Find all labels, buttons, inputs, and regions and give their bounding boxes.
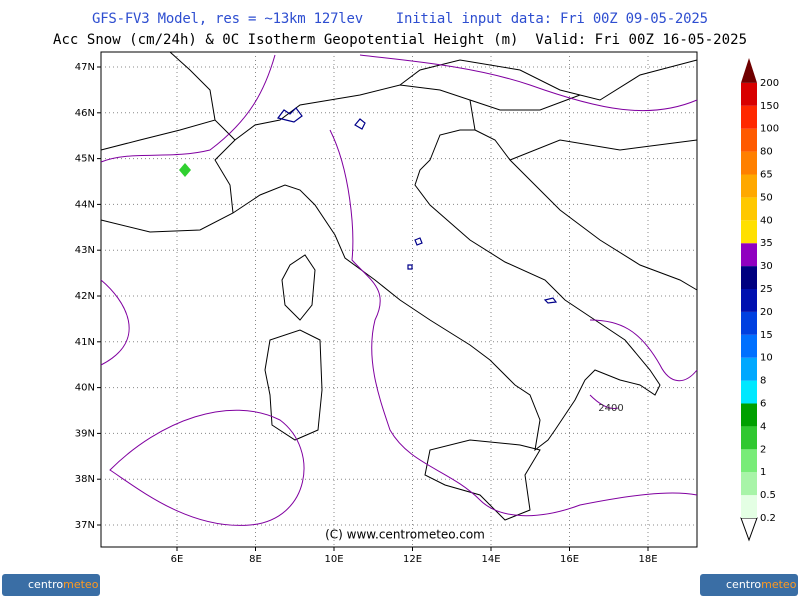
lat-label: 44N [75,199,95,210]
logo-box [2,574,100,596]
legend-label: 0.5 [760,490,776,501]
snow-spot [179,163,191,177]
legend-label: 20 [760,307,773,318]
legend-label: 50 [760,192,773,203]
legend-swatch [741,426,757,450]
legend-swatch [741,266,757,289]
isotherm [329,129,698,517]
title: GFS-FV3 Model, res = ~13km 127lev Initia… [92,11,708,27]
island [424,439,541,521]
isotherm [109,409,305,526]
legend-swatch [741,357,757,381]
legend-label: 200 [760,78,779,89]
legend-swatch [741,472,757,496]
lat-label: 41N [75,337,95,348]
legend-label: 80 [760,147,773,158]
legend-label: 6 [760,399,766,410]
isotherm [100,54,276,163]
lat-label: 40N [75,383,95,394]
lon-label: 12E [403,554,422,565]
logo-text: centrometeo [28,578,99,591]
isotherm [359,54,698,112]
border [214,84,476,214]
legend-swatch [741,243,757,267]
legend-label: 65 [760,170,773,181]
legend-swatch [741,82,757,106]
legend-swatch [741,495,757,518]
legend-swatch [741,220,757,244]
legend-label: 40 [760,215,773,226]
legend-label: 0.2 [760,513,776,524]
color-legend: 0.2 0.5 1 2 4 6 8 10 15 20 25 30 35 40 50 65 80 100 150 200 [740,58,779,542]
coastline [474,129,698,291]
legend-swatch [741,174,757,198]
lon-label: 16E [560,554,579,565]
isotherm [589,394,619,409]
island [264,329,323,441]
legend-swatch [741,197,757,221]
coastline [100,129,661,452]
isotherm [589,319,698,382]
logo-text: centrometeo [726,578,797,591]
lat-label: 47N [75,62,95,73]
legend-swatch [741,449,757,473]
logo-box [700,574,798,596]
lat-label: 43N [75,245,95,256]
logo-part: centro [726,578,761,591]
border [100,51,698,161]
copyright: (C) www.centrometeo.com [325,528,485,542]
contour-label: 2400 [598,403,623,414]
legend-label: 1 [760,467,766,478]
legend-cap [741,58,757,83]
legend-label: 2 [760,444,766,455]
legend-label: 8 [760,376,766,387]
legend-swatch [741,289,757,312]
logo-part: meteo [63,578,99,591]
lon-label: 8E [249,554,262,565]
lat-label: 38N [75,474,95,485]
map: 47N 46N 45N 44N 43N 42N 41N 40N 39N 38N 37N 6E 8E 10E… [75,51,698,565]
lat-label: 37N [75,520,95,531]
legend-label: 150 [760,101,779,112]
lon-label: 6E [171,554,184,565]
legend-swatch [741,311,757,335]
legend-swatch [741,334,757,358]
legend-label: 10 [760,353,773,364]
legend-label: 35 [760,238,773,249]
snow-area [276,107,558,304]
legend-label: 15 [760,330,773,341]
logo: centrometeo centrometeo [2,574,798,596]
isotherm [100,279,130,366]
lon-label: 10E [324,554,343,565]
lat-label: 39N [75,428,95,439]
lat-label: 42N [75,291,95,302]
graticule: 47N 46N 45N 44N 43N 42N 41N 40N 39N 38N 37N 6E 8E 10E… [75,52,697,565]
logo-part: centro [28,578,63,591]
lon-label: 18E [638,554,657,565]
logo-part: meteo [761,578,797,591]
lon-label: 14E [481,554,500,565]
legend-swatch [741,151,757,175]
lat-label: 45N [75,154,95,165]
lat-label: 46N [75,108,95,119]
subtitle: Acc Snow (cm/24h) & 0C Isotherm Geopoten… [53,32,747,48]
legend-swatch [741,128,757,152]
legend-label: 30 [760,261,773,272]
legend-swatch [741,380,757,404]
legend-swatch [741,105,757,129]
legend-label: 4 [760,421,766,432]
legend-swatch [741,403,757,427]
legend-cap [740,517,758,542]
legend-label: 25 [760,284,773,295]
legend-label: 100 [760,124,779,135]
island [281,254,316,321]
